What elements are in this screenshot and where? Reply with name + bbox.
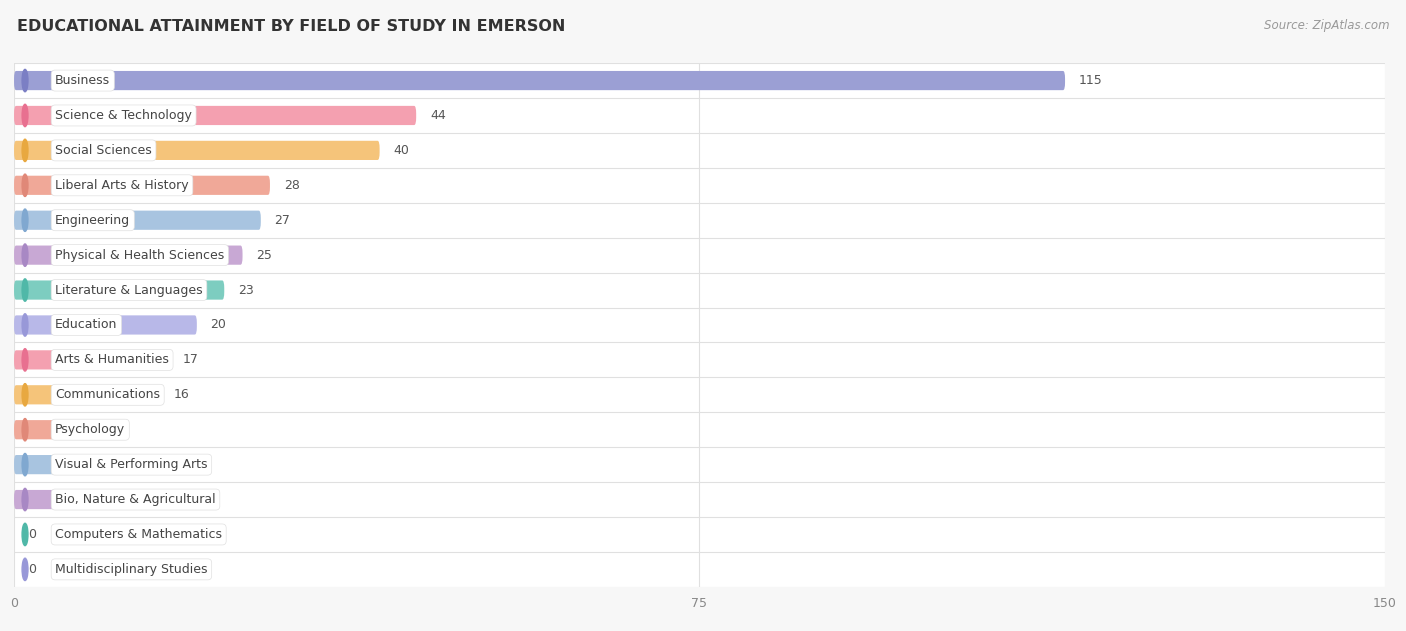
Text: 40: 40 bbox=[394, 144, 409, 157]
FancyBboxPatch shape bbox=[14, 280, 225, 300]
Circle shape bbox=[22, 244, 28, 266]
FancyBboxPatch shape bbox=[14, 168, 1385, 203]
FancyBboxPatch shape bbox=[14, 350, 170, 370]
Circle shape bbox=[22, 69, 28, 91]
Text: 8: 8 bbox=[101, 423, 108, 436]
Text: 7: 7 bbox=[91, 458, 100, 471]
Text: Psychology: Psychology bbox=[55, 423, 125, 436]
Text: 16: 16 bbox=[174, 388, 190, 401]
Text: Computers & Mathematics: Computers & Mathematics bbox=[55, 528, 222, 541]
Text: Literature & Languages: Literature & Languages bbox=[55, 283, 202, 297]
Text: 28: 28 bbox=[284, 179, 299, 192]
Text: EDUCATIONAL ATTAINMENT BY FIELD OF STUDY IN EMERSON: EDUCATIONAL ATTAINMENT BY FIELD OF STUDY… bbox=[17, 19, 565, 34]
FancyBboxPatch shape bbox=[14, 211, 262, 230]
Text: Social Sciences: Social Sciences bbox=[55, 144, 152, 157]
Text: 23: 23 bbox=[238, 283, 253, 297]
FancyBboxPatch shape bbox=[14, 63, 1385, 98]
Text: Source: ZipAtlas.com: Source: ZipAtlas.com bbox=[1264, 19, 1389, 32]
FancyBboxPatch shape bbox=[14, 245, 243, 265]
FancyBboxPatch shape bbox=[14, 141, 380, 160]
Text: 27: 27 bbox=[274, 214, 291, 227]
FancyBboxPatch shape bbox=[14, 552, 1385, 587]
Circle shape bbox=[22, 488, 28, 510]
FancyBboxPatch shape bbox=[14, 455, 79, 475]
Circle shape bbox=[22, 174, 28, 196]
Text: Bio, Nature & Agricultural: Bio, Nature & Agricultural bbox=[55, 493, 215, 506]
Text: Business: Business bbox=[55, 74, 110, 87]
Text: Education: Education bbox=[55, 319, 118, 331]
FancyBboxPatch shape bbox=[14, 175, 270, 195]
FancyBboxPatch shape bbox=[14, 316, 197, 334]
Text: 44: 44 bbox=[430, 109, 446, 122]
Text: Multidisciplinary Studies: Multidisciplinary Studies bbox=[55, 563, 208, 576]
Text: 6: 6 bbox=[83, 493, 90, 506]
Text: 17: 17 bbox=[183, 353, 200, 367]
Circle shape bbox=[22, 314, 28, 336]
Text: 0: 0 bbox=[28, 528, 35, 541]
Text: Visual & Performing Arts: Visual & Performing Arts bbox=[55, 458, 208, 471]
Circle shape bbox=[22, 384, 28, 406]
FancyBboxPatch shape bbox=[14, 98, 1385, 133]
Text: Engineering: Engineering bbox=[55, 214, 131, 227]
FancyBboxPatch shape bbox=[14, 106, 416, 125]
FancyBboxPatch shape bbox=[14, 490, 69, 509]
Circle shape bbox=[22, 209, 28, 232]
FancyBboxPatch shape bbox=[14, 71, 1066, 90]
Circle shape bbox=[22, 558, 28, 581]
Circle shape bbox=[22, 418, 28, 441]
Text: Communications: Communications bbox=[55, 388, 160, 401]
Text: 0: 0 bbox=[28, 563, 35, 576]
Circle shape bbox=[22, 139, 28, 162]
FancyBboxPatch shape bbox=[14, 420, 87, 439]
Circle shape bbox=[22, 523, 28, 546]
FancyBboxPatch shape bbox=[14, 273, 1385, 307]
FancyBboxPatch shape bbox=[14, 377, 1385, 412]
Circle shape bbox=[22, 279, 28, 301]
FancyBboxPatch shape bbox=[14, 482, 1385, 517]
FancyBboxPatch shape bbox=[14, 133, 1385, 168]
FancyBboxPatch shape bbox=[14, 517, 1385, 552]
FancyBboxPatch shape bbox=[14, 412, 1385, 447]
Text: Physical & Health Sciences: Physical & Health Sciences bbox=[55, 249, 225, 262]
Circle shape bbox=[22, 104, 28, 127]
Text: 20: 20 bbox=[211, 319, 226, 331]
FancyBboxPatch shape bbox=[14, 385, 160, 404]
Text: Arts & Humanities: Arts & Humanities bbox=[55, 353, 169, 367]
FancyBboxPatch shape bbox=[14, 307, 1385, 343]
Circle shape bbox=[22, 349, 28, 371]
Text: 115: 115 bbox=[1078, 74, 1102, 87]
FancyBboxPatch shape bbox=[14, 343, 1385, 377]
Text: Science & Technology: Science & Technology bbox=[55, 109, 193, 122]
Text: Liberal Arts & History: Liberal Arts & History bbox=[55, 179, 188, 192]
FancyBboxPatch shape bbox=[14, 447, 1385, 482]
Text: 25: 25 bbox=[256, 249, 273, 262]
Circle shape bbox=[22, 454, 28, 476]
FancyBboxPatch shape bbox=[14, 203, 1385, 238]
FancyBboxPatch shape bbox=[14, 238, 1385, 273]
